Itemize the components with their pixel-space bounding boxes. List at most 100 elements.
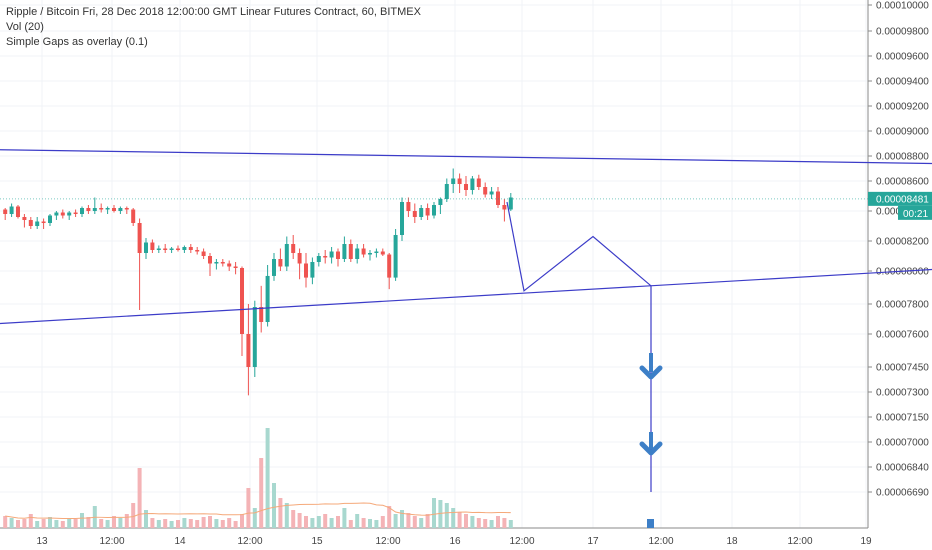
volume-bar (214, 519, 219, 528)
candle-body (131, 209, 136, 223)
volume-bar (176, 520, 180, 528)
candle-body (3, 209, 8, 214)
volume-bar (361, 518, 366, 528)
candle-body (169, 248, 174, 250)
candle-body (502, 205, 507, 210)
candle-body (374, 251, 379, 253)
candle-body (227, 263, 232, 267)
volume-bar (406, 513, 411, 528)
trendline-upper[interactable] (0, 149, 932, 165)
candle-body (278, 259, 283, 267)
time-axis-label: 19 (860, 536, 872, 547)
candle-body (304, 263, 308, 278)
candle-body (329, 251, 334, 258)
down-arrow-icon[interactable] (639, 441, 663, 456)
time-axis-label: 14 (174, 536, 186, 547)
candle-body (368, 253, 372, 255)
volume-bar (240, 514, 244, 528)
candle-body (105, 208, 110, 210)
volume-bar (227, 518, 232, 528)
volume-bar (425, 514, 430, 528)
candle-body (380, 251, 385, 255)
volume-bar (150, 518, 155, 528)
volume-bar (252, 508, 257, 528)
candle-body (336, 251, 340, 259)
time-axis-label: 12:00 (787, 536, 812, 547)
candle-body (470, 178, 475, 190)
candle-body (54, 212, 59, 216)
price-axis-label: 0.00008600 (876, 177, 929, 188)
volume-bar (489, 520, 494, 528)
down-arrow-icon[interactable] (639, 365, 663, 380)
candle-body (412, 211, 417, 217)
trendline-lower[interactable] (0, 268, 932, 325)
volume-bar (483, 519, 488, 528)
candle-body (163, 248, 168, 250)
volume-bar (233, 521, 238, 528)
volume-bar (201, 517, 206, 528)
candle-body (406, 202, 411, 211)
candle-body (28, 220, 33, 226)
candle-body (48, 215, 52, 223)
volume-bar (355, 514, 360, 528)
candle-body (176, 248, 180, 250)
volume-bar (374, 520, 379, 528)
candle-body (73, 212, 78, 214)
volume-bar (80, 513, 84, 528)
candle-body (464, 184, 468, 190)
volume-bar (464, 514, 468, 528)
price-axis-label: 0.00007600 (876, 330, 929, 341)
volume-bar (304, 516, 308, 528)
volume-bar (28, 514, 33, 528)
volume-bar (438, 500, 443, 528)
candle-body (393, 235, 398, 278)
candle-body (438, 199, 443, 205)
volume-bar (400, 510, 404, 528)
candle-body (182, 247, 187, 250)
candle-body (137, 223, 142, 253)
volume-bar (265, 428, 270, 528)
volume-bar (336, 516, 340, 528)
time-axis-label: 12:00 (375, 536, 400, 547)
candle-body (265, 275, 270, 322)
candle-body (150, 242, 155, 250)
volume-bar (342, 508, 347, 528)
volume-bar (169, 521, 174, 528)
volume-bar (457, 512, 462, 528)
candle-body (361, 248, 366, 255)
volume-bar (54, 520, 59, 528)
candle-body (457, 178, 462, 184)
candle-body (112, 208, 116, 211)
candle-body (188, 247, 193, 250)
price-axis-label: 0.00007150 (876, 413, 929, 424)
candle-body (214, 262, 219, 264)
candle-body (246, 334, 251, 367)
projection-path[interactable] (506, 201, 652, 492)
legend-symbol-line: Ripple / Bitcoin Fri, 28 Dec 2018 12:00:… (6, 6, 421, 18)
volume-bar (246, 488, 251, 528)
candle-body (35, 221, 40, 226)
candle-body (291, 244, 296, 253)
volume-bar (329, 518, 334, 528)
candle-body (483, 187, 488, 195)
time-axis-label: 16 (449, 536, 461, 547)
chart-legend: Ripple / Bitcoin Fri, 28 Dec 2018 12:00:… (6, 5, 421, 50)
countdown-tag (898, 205, 932, 220)
candle-body (387, 254, 392, 278)
volume-bar (387, 506, 392, 528)
candle-body (92, 208, 97, 211)
volume-bar (163, 519, 168, 528)
candle-body (432, 205, 436, 216)
volume-bar (105, 520, 110, 528)
candle-body (240, 268, 244, 334)
arrow-end-marker (647, 519, 654, 528)
volume-bar (195, 520, 200, 528)
price-axis-label: 0.00007800 (876, 300, 929, 311)
time-axis-label: 12:00 (237, 536, 262, 547)
price-axis-label: 0.00009800 (876, 27, 929, 38)
candle-body (451, 178, 456, 184)
volume-bar (67, 518, 72, 528)
price-axis-label: 0.00009000 (876, 127, 929, 138)
candle-body (259, 307, 264, 322)
